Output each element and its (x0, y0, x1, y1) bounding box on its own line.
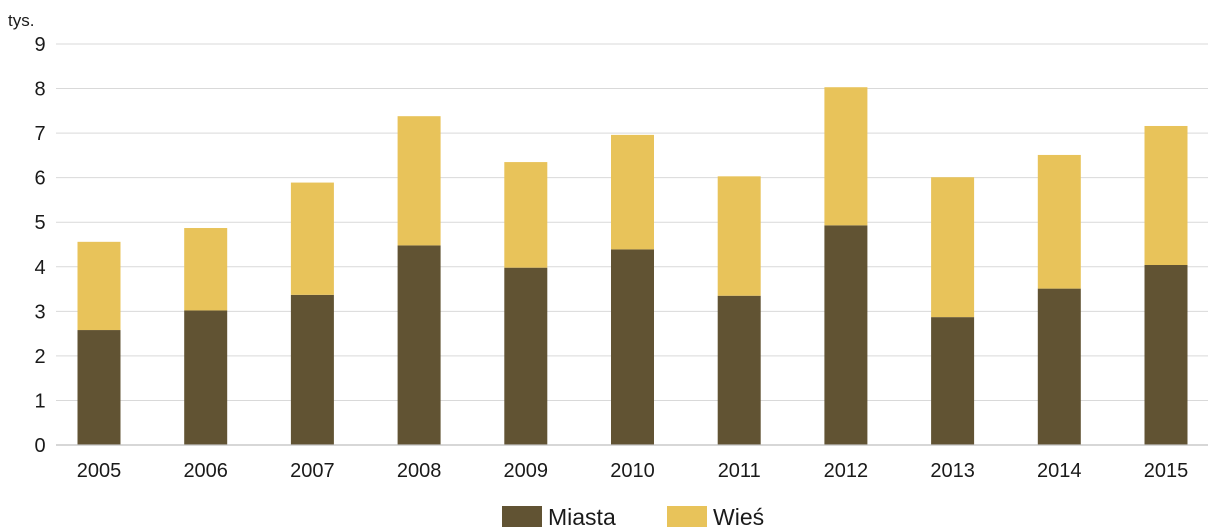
legend-item-wies: Wieś (667, 504, 764, 527)
bar-miasta-2005 (77, 330, 121, 445)
legend: Miasta Wieś (502, 504, 764, 527)
legend-swatch-wies (667, 506, 707, 527)
y-axis-unit-label: tys. (8, 11, 34, 30)
x-tick-label-2006: 2006 (183, 460, 228, 482)
y-axis-ticks: 0 1 2 3 4 5 6 7 8 9 (34, 34, 45, 457)
bar-miasta-2015 (1144, 264, 1188, 445)
legend-item-miasta: Miasta (502, 504, 616, 527)
bar-miasta-2006 (184, 310, 228, 445)
x-tick-label-2015: 2015 (1144, 460, 1189, 482)
y-tick-label: 9 (34, 34, 45, 56)
bar-wies-2006 (184, 228, 228, 311)
x-axis-ticks: 2005 2006 2007 2008 2009 2010 2011 2012 2013 2014… (77, 460, 1189, 482)
bar-wies-2010 (611, 134, 654, 250)
x-tick-label-2007: 2007 (290, 460, 335, 482)
legend-label-wies: Wieś (713, 504, 764, 527)
x-tick-label-2010: 2010 (610, 460, 655, 482)
x-tick-label-2005: 2005 (77, 460, 122, 482)
bar-miasta-2014 (1037, 288, 1081, 445)
bar-miasta-2007 (290, 294, 334, 445)
y-tick-label: 4 (34, 257, 45, 279)
bar-miasta-2013 (931, 317, 975, 445)
bar-wies-2007 (290, 182, 334, 295)
legend-label-miasta: Miasta (548, 504, 616, 527)
bar-miasta-2010 (611, 249, 654, 445)
y-tick-label: 5 (34, 212, 45, 234)
bar-miasta-2008 (397, 245, 441, 445)
bar-wies-2011 (717, 176, 761, 296)
bar-wies-2014 (1037, 154, 1081, 289)
x-tick-label-2009: 2009 (504, 460, 549, 482)
bar-wies-2009 (504, 162, 548, 268)
bar-miasta-2012 (824, 225, 868, 445)
x-tick-label-2012: 2012 (824, 460, 869, 482)
y-tick-label: 3 (34, 301, 45, 323)
y-tick-label: 2 (34, 346, 45, 368)
bars (77, 87, 1188, 445)
bar-wies-2012 (824, 87, 868, 226)
bar-miasta-2011 (717, 295, 761, 445)
x-tick-label-2014: 2014 (1037, 460, 1082, 482)
bar-wies-2005 (77, 241, 121, 331)
x-tick-label-2013: 2013 (930, 460, 975, 482)
bar-wies-2015 (1144, 125, 1188, 265)
y-tick-label: 6 (34, 168, 45, 190)
bar-miasta-2009 (504, 267, 548, 445)
y-tick-label: 1 (34, 390, 45, 412)
bar-wies-2008 (397, 116, 441, 246)
bar-wies-2013 (931, 177, 975, 318)
y-tick-label: 7 (34, 123, 45, 145)
legend-swatch-miasta (502, 506, 542, 527)
y-tick-label: 0 (34, 435, 45, 457)
y-tick-label: 8 (34, 79, 45, 101)
x-tick-label-2008: 2008 (397, 460, 442, 482)
x-tick-label-2011: 2011 (718, 460, 761, 482)
